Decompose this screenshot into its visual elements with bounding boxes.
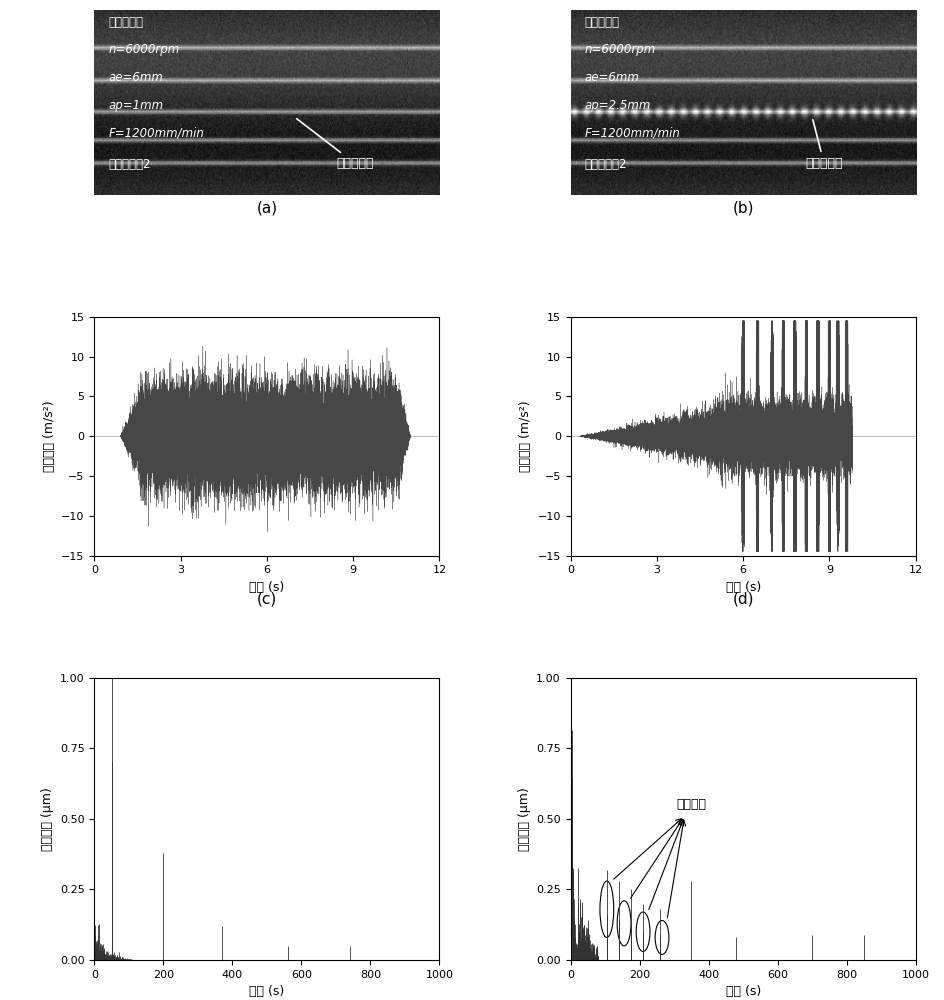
Text: 切削工况：: 切削工况：: [109, 16, 143, 29]
Text: F=1200mm/min: F=1200mm/min: [584, 126, 681, 139]
X-axis label: 时间 (s): 时间 (s): [726, 985, 761, 998]
X-axis label: 时间 (s): 时间 (s): [726, 581, 761, 594]
Y-axis label: 振动幅值 (μm): 振动幅值 (μm): [42, 787, 55, 851]
Text: ap=1mm: ap=1mm: [109, 99, 163, 112]
Y-axis label: 振动幅值 (μm): 振动幅值 (μm): [517, 787, 531, 851]
Y-axis label: 振动幅值 (m/s²): 振动幅值 (m/s²): [42, 400, 56, 472]
Text: (d): (d): [733, 591, 754, 606]
Y-axis label: 振动幅值 (m/s²): 振动幅值 (m/s²): [519, 400, 532, 472]
X-axis label: 时间 (s): 时间 (s): [249, 581, 284, 594]
Text: F=1200mm/min: F=1200mm/min: [109, 126, 204, 139]
Text: 刀具齿数：2: 刀具齿数：2: [109, 158, 151, 171]
Text: (b): (b): [733, 201, 754, 216]
Text: n=6000rpm: n=6000rpm: [109, 43, 179, 56]
Text: 颤振频率: 颤振频率: [677, 798, 706, 811]
X-axis label: 时间 (s): 时间 (s): [249, 985, 284, 998]
Text: ae=6mm: ae=6mm: [584, 71, 639, 84]
Text: 切削工况：: 切削工况：: [584, 16, 619, 29]
Text: ae=6mm: ae=6mm: [109, 71, 163, 84]
Text: 刀具齿数：2: 刀具齿数：2: [584, 158, 627, 171]
Text: n=6000rpm: n=6000rpm: [584, 43, 656, 56]
Text: 表面无振纹: 表面无振纹: [296, 119, 374, 170]
Text: 表面有振纹: 表面有振纹: [805, 120, 843, 170]
Text: (c): (c): [257, 591, 277, 606]
Text: ap=2.5mm: ap=2.5mm: [584, 99, 650, 112]
Text: (a): (a): [257, 201, 278, 216]
